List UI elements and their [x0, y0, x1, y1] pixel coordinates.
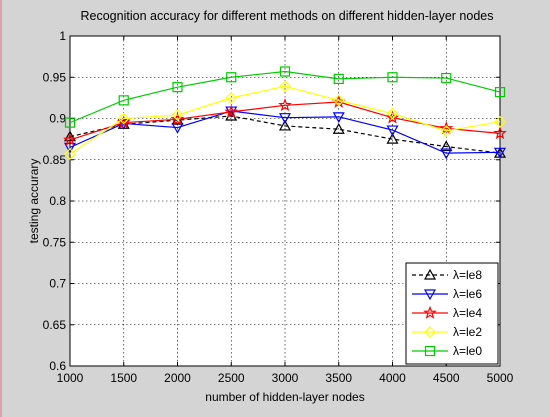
data-point	[387, 72, 398, 83]
data-point	[279, 80, 291, 93]
data-point	[171, 122, 184, 134]
series-line	[69, 70, 501, 124]
series-5	[64, 66, 506, 128]
legend-marker	[423, 268, 437, 280]
legend-label: λ=le2	[453, 325, 482, 339]
legend-item: λ=le8	[412, 268, 482, 282]
data-point	[170, 112, 185, 126]
x-tick-label: 5000	[487, 371, 514, 385]
data-point	[226, 72, 237, 83]
data-point	[440, 125, 453, 137]
data-point	[493, 126, 507, 140]
data-point	[332, 122, 345, 134]
data-point	[63, 132, 77, 146]
data-point	[278, 119, 292, 131]
data-point	[117, 112, 130, 125]
series-group	[63, 66, 507, 160]
y-tick-label: 0.75	[43, 235, 67, 249]
data-point	[64, 148, 76, 160]
legend-label: λ=le4	[453, 306, 482, 320]
x-tick-label: 1000	[57, 371, 84, 385]
data-point	[63, 142, 77, 154]
data-point	[331, 94, 346, 108]
y-tick-label: 0.6	[49, 359, 66, 373]
legend-marker	[423, 305, 437, 319]
data-point	[333, 73, 344, 85]
data-point	[441, 72, 452, 84]
legend-label: λ=le8	[453, 268, 482, 282]
y-tick-label: 0.85	[43, 153, 67, 167]
data-point	[386, 125, 399, 137]
series-line	[69, 85, 501, 155]
series-4	[64, 80, 506, 160]
data-point	[332, 112, 345, 124]
data-point	[278, 113, 292, 124]
legend-label: λ=le6	[453, 287, 482, 301]
data-point	[278, 98, 292, 112]
x-tick-label: 3500	[325, 371, 352, 385]
axis-ticks: 1000 1500 2000 2500 3000 3500 4000 4500 5000 0.6 0…	[43, 29, 514, 385]
data-point	[386, 107, 399, 120]
legend: λ=le8 λ=le6 λ=le4 λ=le2 λ=le0	[405, 262, 499, 365]
chart-title: Recognition accuracy for different metho…	[81, 9, 494, 23]
legend-label: λ=le0	[453, 344, 482, 358]
data-point	[279, 66, 291, 77]
y-tick-label: 0.9	[49, 112, 66, 126]
data-point	[332, 94, 345, 107]
data-point	[385, 110, 400, 124]
x-tick-label: 1500	[110, 371, 137, 385]
data-point	[224, 104, 239, 118]
grid-lines	[70, 36, 500, 366]
series-line	[69, 110, 501, 154]
y-tick-label: 0.8	[49, 194, 66, 208]
legend-item: λ=le0	[412, 344, 482, 358]
legend-marker	[423, 289, 437, 301]
data-point	[118, 95, 129, 106]
legend-item: λ=le2	[412, 325, 482, 339]
data-point	[440, 148, 453, 160]
data-point	[386, 132, 399, 144]
data-point	[440, 140, 453, 152]
x-tick-label: 2500	[218, 371, 245, 385]
data-point	[494, 115, 506, 128]
x-tick-label: 4500	[433, 371, 460, 385]
x-axis-label: number of hidden-layer nodes	[205, 390, 364, 404]
y-tick-label: 0.65	[43, 318, 67, 332]
legend-item: λ=le6	[412, 287, 482, 301]
data-point	[64, 117, 76, 128]
legend-item: λ=le4	[412, 305, 482, 320]
y-tick-label: 0.7	[49, 277, 66, 291]
y-tick-label: 0.95	[43, 70, 67, 84]
data-point	[225, 92, 238, 104]
data-point	[172, 82, 183, 93]
y-tick-label: 1	[59, 29, 66, 43]
series-line	[69, 115, 501, 154]
legend-marker	[424, 345, 436, 357]
legend-marker	[424, 326, 436, 338]
x-tick-label: 3000	[272, 371, 299, 385]
x-tick-label: 4000	[379, 371, 406, 385]
data-point	[63, 130, 77, 142]
x-tick-label: 2000	[164, 371, 191, 385]
y-axis-label: testing accurary	[27, 159, 41, 244]
data-point	[171, 109, 184, 122]
data-point	[494, 86, 506, 98]
data-point	[493, 147, 507, 159]
